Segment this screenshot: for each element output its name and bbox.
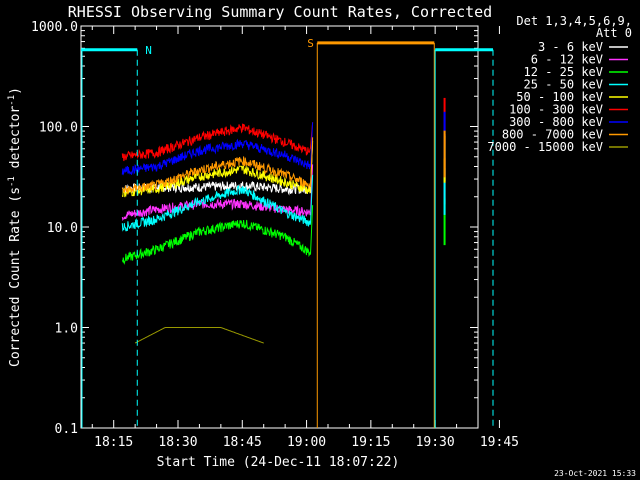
series-line [121,137,314,195]
flag-N-second [81,48,494,428]
legend-item: 6 - 12 keV [531,53,628,67]
legend-label: 25 - 50 keV [524,78,603,92]
legend-item: 12 - 25 keV [524,65,628,79]
legend-label: 3 - 6 keV [538,40,603,54]
series-line [121,142,314,198]
series-5 [121,97,446,162]
y-tick-label: 0.1 [55,422,78,437]
series-7 [121,130,446,195]
x-tick-label: 19:30 [416,435,455,450]
legend-item: 7000 - 15000 keV [487,140,628,154]
x-tick-label: 18:45 [223,435,262,450]
series-line [121,122,314,162]
x-axis: 18:15 18:30 18:45 19:00 19:15 19:30 19:45 [91,26,519,450]
flag-label: S [307,37,314,50]
legend-header: Att 0 [596,26,632,40]
legend-label: 6 - 12 keV [531,53,603,67]
series-line [134,327,264,344]
x-axis-label: Start Time (24-Dec-11 18:07:22) [157,455,400,470]
flag-S: S [307,37,435,428]
x-tick-label: 18:15 [94,435,133,450]
series-line [121,164,314,222]
series-line [121,205,314,265]
flag-group: NS [81,37,494,428]
x-tick-label: 19:45 [480,435,519,450]
plot-frame [80,25,479,429]
y-axis-label: Corrected Count Rate (s-1 detector-1) [7,87,23,367]
legend-label: 7000 - 15000 keV [487,140,603,154]
legend-item: 25 - 50 keV [524,78,628,92]
y-tick-label: 10.0 [47,221,78,236]
legend-item: 50 - 100 keV [516,90,628,104]
legend-item: 300 - 800 keV [509,115,628,129]
y-tick-label: 100.0 [39,121,78,136]
x-tick-label: 18:30 [158,435,197,450]
chart-title: RHESSI Observing Summary Count Rates, Co… [68,3,492,21]
series-line [121,122,314,176]
series-8 [134,327,264,344]
legend-label: 300 - 800 keV [509,115,603,129]
y-tick-label: 1000.0 [31,20,78,35]
series-group [121,97,446,344]
y-tick-label: 1.0 [55,322,78,337]
y-axis: 0.1 1.0 10.0 100.0 1000.0 [31,20,478,437]
legend-label: 100 - 300 keV [509,103,603,117]
flag-N: N [81,44,152,428]
legend-item: 3 - 6 keV [538,40,628,54]
legend-label: 800 - 7000 keV [502,128,603,142]
legend-header: Det 1,3,4,5,6,9, [516,14,632,28]
series-line [121,174,314,232]
legend-item: 800 - 7000 keV [502,128,628,142]
legend-label: 50 - 100 keV [516,90,603,104]
x-tick-label: 19:00 [287,435,326,450]
flag-label: N [145,44,152,57]
legend-label: 12 - 25 keV [524,65,603,79]
timestamp-label: 23-Oct-2021 15:33 [554,469,636,478]
x-tick-label: 19:15 [351,435,390,450]
legend-item: 100 - 300 keV [509,103,628,117]
